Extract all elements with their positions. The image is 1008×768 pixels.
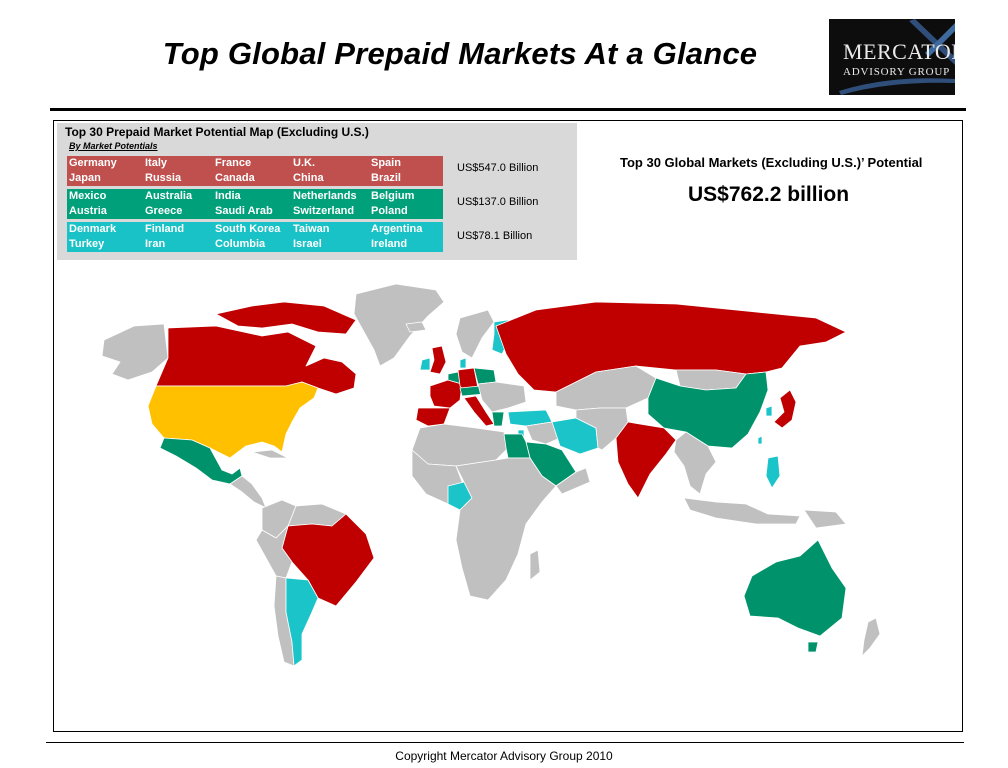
canada-islands (215, 301, 357, 335)
eastern-europe (477, 381, 527, 413)
legend-country: Denmark (69, 223, 117, 235)
japan (773, 389, 797, 429)
summary-label: Top 30 Global Markets (Excluding U.S.)’ … (620, 155, 923, 170)
legend-title: Top 30 Prepaid Market Potential Map (Exc… (65, 125, 369, 139)
syria-iraq (525, 421, 561, 445)
legend-country: Switzerland (293, 205, 355, 217)
legend-country: Russia (145, 172, 182, 184)
south-korea (765, 405, 773, 417)
ireland (419, 357, 431, 371)
tier-3-value: US$78.1 Billion (457, 230, 533, 242)
legend-tier-3: Denmark Finland South Korea Taiwan Argentina… (67, 222, 443, 252)
legend-country: U.K. (293, 157, 315, 169)
legend-country: Turkey (69, 238, 105, 250)
norway-sweden (455, 309, 495, 359)
legend-country: Mexico (69, 190, 107, 202)
legend-country: Netherlands (293, 190, 357, 202)
canada (155, 325, 357, 395)
legend-tier-2: Mexico Australia India Netherlands Belgium Au… (67, 189, 443, 219)
indonesia (683, 497, 801, 525)
tier-1-value: US$547.0 Billion (457, 162, 539, 174)
mercator-logo: MERCATOR ADVISORY GROUP (829, 19, 955, 95)
spain (415, 407, 451, 427)
legend-country: Belgium (371, 190, 415, 202)
madagascar (529, 549, 541, 581)
egypt (503, 433, 531, 459)
logo-line1: MERCATOR (843, 39, 955, 64)
cuba (251, 449, 289, 459)
central-america (229, 475, 267, 509)
legend-country: France (215, 157, 252, 169)
legend-country: Australia (145, 190, 193, 202)
alaska (101, 323, 169, 381)
afghanistan-pakistan (575, 407, 629, 451)
legend-country: Spain (371, 157, 401, 169)
legend-country: South Korea (215, 223, 281, 235)
page-title: Top Global Prepaid Markets At a Glance (162, 36, 758, 71)
new-zealand (861, 617, 881, 657)
united-kingdom (429, 345, 447, 375)
legend-tier-1: Germany Italy France U.K. Spain Japan Russia Ca… (67, 156, 443, 186)
france (429, 379, 463, 409)
legend-country: Saudi Arab (215, 205, 273, 217)
north-africa (411, 423, 509, 467)
legend-country: Columbia (215, 238, 266, 250)
tier-2-value: US$137.0 Billion (457, 196, 539, 208)
taiwan (757, 435, 763, 445)
footer-divider (46, 742, 964, 743)
world-map (101, 283, 881, 667)
india (615, 421, 677, 499)
legend-country: Finland (145, 223, 185, 235)
peru (255, 525, 293, 579)
tasmania (807, 641, 819, 653)
greece (491, 411, 505, 427)
southeast-asia (673, 431, 717, 495)
legend-country: Italy (145, 157, 168, 169)
greenland (353, 283, 445, 367)
central-asia (555, 365, 657, 411)
new-guinea (803, 509, 847, 529)
legend-country: Israel (293, 238, 322, 250)
legend-country: Germany (69, 157, 117, 169)
legend-country: Poland (371, 205, 408, 217)
legend-country: Taiwan (293, 223, 330, 235)
legend-country: Ireland (371, 238, 408, 250)
yemen-oman (555, 467, 591, 495)
russia (495, 301, 847, 393)
china (647, 371, 769, 449)
legend-country: Brazil (371, 172, 401, 184)
logo-swoosh-icon (839, 19, 955, 95)
legend-panel: Top 30 Prepaid Market Potential Map (Exc… (57, 123, 577, 260)
legend-country: India (215, 190, 241, 202)
poland (473, 367, 497, 385)
legend-country: Japan (69, 172, 101, 184)
philippines (765, 455, 781, 489)
legend-country: Argentina (371, 223, 423, 235)
legend-country: Greece (145, 205, 183, 217)
legend-country: Iran (145, 238, 166, 250)
iceland (405, 321, 427, 333)
header-divider (50, 108, 966, 111)
denmark (459, 357, 467, 369)
content-frame (53, 120, 963, 732)
argentina (285, 577, 319, 667)
australia (743, 539, 847, 637)
central-east-africa (455, 457, 557, 601)
summary-value: US$762.2 billion (688, 183, 850, 206)
legend-subtitle: By Market Potentials (69, 141, 158, 151)
legend-country: Canada (215, 172, 255, 184)
logo-line2: ADVISORY GROUP (843, 66, 951, 78)
legend-country: China (293, 172, 324, 184)
legend-country: Austria (69, 205, 107, 217)
copyright-text: Copyright Mercator Advisory Group 2010 (395, 749, 613, 763)
